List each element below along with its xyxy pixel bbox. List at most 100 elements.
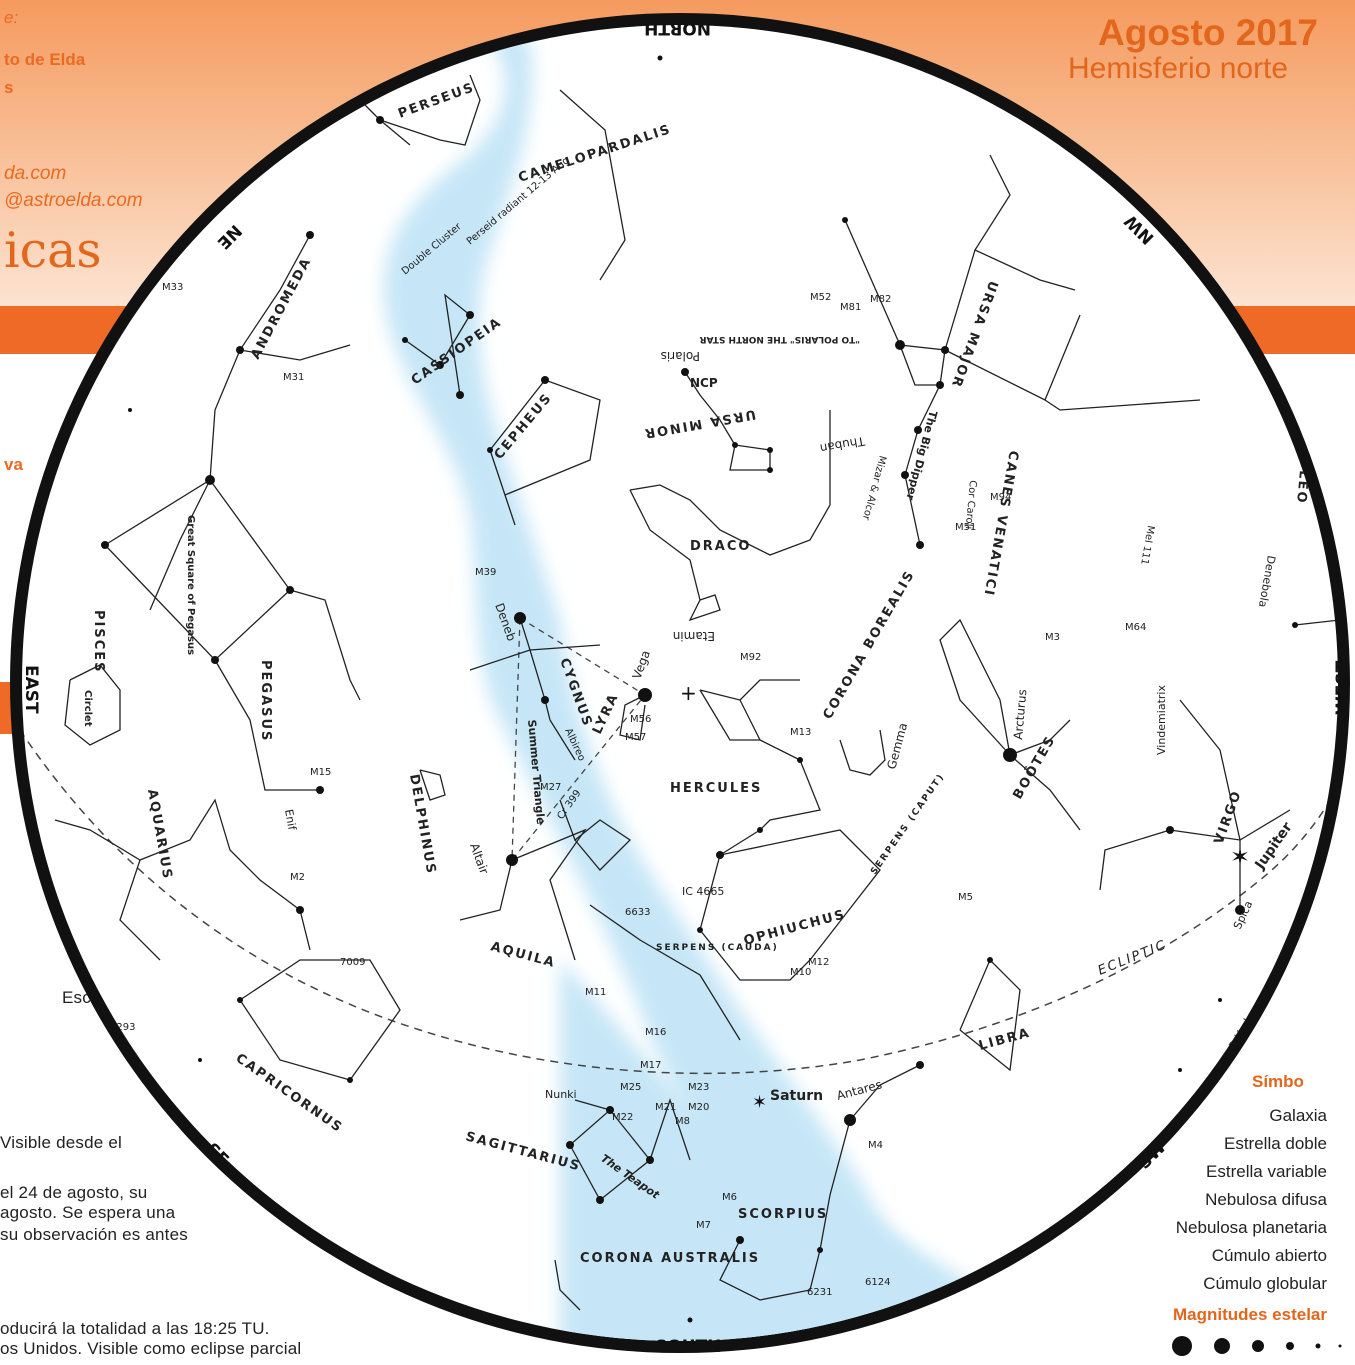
legend-item: Nebulosa planetaria	[1175, 1218, 1327, 1237]
star	[376, 116, 384, 124]
label-etamin: Etamin	[673, 629, 715, 643]
dso-label: M25	[620, 1082, 641, 1093]
star-polaris	[681, 368, 689, 376]
magnitude-dot	[1338, 1344, 1342, 1348]
dso-label: M5	[958, 892, 973, 903]
constellation-label: HERCULES	[670, 781, 762, 796]
star	[657, 55, 663, 61]
left-text-2: el 24 de agosto, su	[0, 1183, 148, 1202]
dso-label: M92	[740, 652, 761, 663]
star	[901, 471, 909, 479]
label-ic4665: IC 4665	[682, 885, 724, 898]
star	[914, 426, 922, 434]
left-orange-fragment: va	[4, 455, 23, 474]
star	[697, 927, 703, 933]
star	[941, 346, 949, 354]
star	[237, 997, 243, 1003]
star	[128, 408, 132, 412]
dso-label: 6124	[865, 1277, 890, 1288]
dso-label: M52	[810, 292, 831, 303]
star	[1178, 1068, 1182, 1072]
dso-label: M27	[540, 782, 561, 793]
org-name-2: s	[4, 78, 14, 97]
star	[296, 906, 304, 914]
dso-label: M82	[870, 294, 891, 305]
dso-label: M17	[640, 1060, 661, 1071]
magnitude-dot	[1214, 1338, 1230, 1354]
month-title: Agosto 2017	[1098, 12, 1319, 53]
dso-label: M12	[808, 957, 829, 968]
star	[936, 381, 944, 389]
direction-west: WEST	[1333, 660, 1353, 715]
dso-label: M31	[283, 372, 304, 383]
dso-label: M56	[630, 714, 651, 725]
constellation-label: DRACO	[690, 539, 751, 554]
left-text-5: oducirá la totalidad a las 18:25 TU.	[0, 1319, 270, 1338]
hemisphere-title: Hemisferio norte	[1068, 52, 1289, 85]
star	[987, 957, 993, 963]
dso-label: 7009	[340, 957, 365, 968]
left-text-4: su observación es antes	[0, 1225, 188, 1244]
star	[767, 467, 773, 473]
star	[101, 541, 109, 549]
star	[916, 541, 924, 549]
dso-label: M15	[310, 767, 331, 778]
saturn-symbol: ✶	[752, 1092, 767, 1113]
star	[646, 1156, 654, 1164]
constellation-label: CORONA AUSTRALIS	[580, 1251, 760, 1266]
section-title: icas	[4, 222, 102, 279]
left-text-6: os Unidos. Visible como eclipse parcial	[0, 1339, 302, 1358]
dso-label: M4	[868, 1140, 883, 1151]
dso-label: M2	[290, 872, 305, 883]
email-2[interactable]: @astroelda.com	[4, 190, 143, 211]
legend-item: Galaxia	[1269, 1106, 1327, 1125]
dso-label: M21	[655, 1102, 676, 1113]
jupiter-symbol: ✶	[1230, 843, 1250, 871]
email-1[interactable]: da.com	[4, 163, 67, 184]
left-text-1: Visible desde el	[0, 1133, 122, 1152]
star	[316, 786, 324, 794]
label-arcturus: Arcturus	[1011, 689, 1029, 741]
star	[456, 391, 464, 399]
magnitude-dot	[1252, 1340, 1264, 1352]
constellation-label: PEGASUS	[258, 660, 273, 742]
star	[916, 1061, 924, 1069]
star	[286, 586, 294, 594]
star	[797, 757, 803, 763]
constellation-label: SERPENS (CAUDA)	[656, 943, 779, 953]
magnitude-dot	[1286, 1342, 1294, 1350]
dso-label: M10	[790, 967, 811, 978]
star-deneb	[514, 612, 526, 624]
star	[436, 361, 444, 369]
star-altair	[506, 854, 518, 866]
dso-label: M3	[1045, 632, 1060, 643]
dso-label: M20	[688, 1102, 709, 1113]
star	[205, 475, 215, 485]
star	[736, 1236, 744, 1244]
dso-label: M64	[1125, 622, 1146, 633]
dso-label: M6	[722, 1192, 737, 1203]
constellation-label: PISCES	[91, 610, 106, 674]
star	[842, 217, 848, 223]
legend-item: Nebulosa difusa	[1205, 1190, 1327, 1209]
dso-label: M22	[612, 1112, 633, 1123]
star	[236, 346, 244, 354]
label-cor-caroli: Cor Caroli	[963, 480, 978, 530]
magnitudes-title: Magnitudes estelar	[1173, 1305, 1327, 1324]
dso-labels: M33 M31 M52 M39 M81 M82 M94 M51 M64 M3 M…	[110, 282, 1146, 1298]
star	[1292, 622, 1298, 628]
legend-title: Símbo	[1252, 1072, 1304, 1091]
dso-label: M13	[790, 727, 811, 738]
dso-label: M81	[840, 302, 861, 313]
stars	[101, 55, 1298, 1323]
dso-label: M39	[475, 567, 496, 578]
milky-way-south	[560, 960, 1040, 1341]
dso-label: M23	[688, 1082, 709, 1093]
direction-south: SOUTH	[655, 1337, 721, 1357]
dso-label: M33	[162, 282, 183, 293]
left-text-3: agosto. Se espera una	[0, 1203, 176, 1222]
legend-item: Estrella doble	[1223, 1134, 1327, 1153]
star	[541, 696, 549, 704]
dso-label: M94	[990, 492, 1011, 503]
